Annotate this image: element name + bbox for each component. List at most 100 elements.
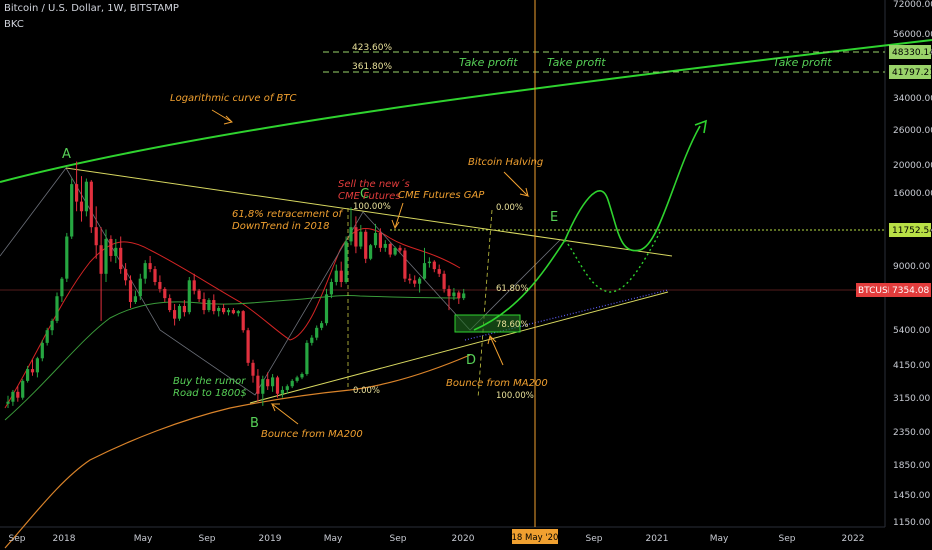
indicator-name: BKC [4, 19, 24, 30]
candle-body [275, 377, 280, 394]
candle [324, 288, 329, 326]
candle-body [55, 296, 59, 321]
candle [437, 264, 441, 278]
candle [413, 275, 417, 288]
candle [418, 277, 422, 293]
candle-body [422, 263, 427, 279]
candle [285, 384, 289, 394]
candle-body [354, 227, 358, 247]
price-marker: 11752.54 [889, 223, 932, 237]
candle-body [212, 300, 216, 312]
current-price-bg [889, 283, 931, 297]
candle-body [462, 293, 466, 299]
candle [241, 310, 245, 333]
pattern-point-e: E [550, 210, 558, 225]
candle-body [158, 281, 162, 289]
candle-body [11, 391, 15, 402]
projection-solid-path [473, 125, 701, 331]
candle-body [104, 238, 108, 274]
pattern-point-d: D [466, 353, 476, 368]
candle-body [403, 250, 407, 279]
annotation-text: Logarithmic curve of BTC [170, 93, 296, 104]
candle-body [285, 386, 289, 390]
y-tick-label: 5400.00 [893, 326, 930, 336]
y-tick-label: 34000.00 [893, 94, 932, 104]
x-axis: Sep 2018 May Sep 2019 May Sep 2020 18 May '20 Sep… [9, 529, 864, 544]
projection-arrowhead [694, 119, 708, 134]
x-tick-label: Sep [586, 534, 603, 544]
annotation-text: Take profit [459, 56, 518, 69]
price-marker-label: 41797.21 [892, 68, 932, 78]
fib-786-label: 78.60% [496, 320, 528, 330]
candle [442, 270, 446, 293]
candle-body [226, 310, 231, 313]
triangle-upper-line [65, 167, 673, 257]
candle-body [344, 241, 348, 282]
candle-body [305, 342, 309, 375]
candle-body [310, 337, 314, 343]
candle-body [290, 380, 294, 387]
candle-body [241, 311, 245, 331]
candle [212, 294, 216, 315]
candle [432, 260, 436, 273]
candle [163, 287, 167, 302]
fib-423-label: 423.60% [352, 43, 392, 53]
candle-body [168, 298, 172, 311]
candle-body [427, 261, 431, 264]
annotation-text: CME Futures [338, 191, 401, 202]
y-tick-label: 4150.00 [893, 361, 930, 371]
ma200-orange-line [4, 354, 471, 549]
candle-body [300, 374, 304, 378]
y-tick-label: 72000.00 [893, 0, 932, 10]
candle [192, 273, 196, 295]
candle-body [26, 369, 30, 381]
annotation-text: Bounce from MA200 [446, 378, 548, 389]
candle [462, 288, 466, 301]
candle [408, 273, 412, 284]
annotation-text: Take profit [547, 56, 606, 69]
candle-body [334, 270, 338, 282]
projection-dotted-path [564, 231, 661, 293]
candle [89, 180, 93, 233]
candle-body [295, 377, 299, 381]
annotation-text: Buy the rumor [173, 376, 246, 387]
candle [427, 257, 431, 268]
candle [148, 255, 152, 273]
x-tick-label: 2019 [259, 534, 282, 544]
candle-body [94, 227, 98, 246]
candle-body [192, 280, 196, 291]
candle [373, 223, 378, 248]
candle [447, 285, 451, 311]
candle [153, 266, 157, 286]
pattern-point-b: B [250, 416, 259, 431]
candle [290, 379, 294, 389]
label-layer: 423.60% 361.80% 0.00% 61.80% 78.60% 100.00% 10… [62, 43, 832, 440]
x-tick-label: May [324, 534, 343, 544]
x-tick-label: May [710, 534, 729, 544]
candle [305, 340, 309, 376]
candle-body [359, 231, 363, 247]
candle-body [320, 323, 324, 328]
fib-0-label: 0.00% [496, 203, 523, 213]
candle-body [413, 280, 417, 284]
x-tick-label: Sep [199, 534, 216, 544]
candle-body [143, 263, 147, 279]
candle [349, 207, 353, 246]
candle-body [452, 292, 456, 297]
x-date-badge: 18 May '20 [512, 529, 558, 544]
annotation-text: 61,8% retracement of [232, 209, 343, 220]
candle [246, 327, 250, 366]
candle-body [437, 269, 441, 274]
candle-body [418, 278, 422, 284]
price-marker-label: 11752.54 [892, 226, 932, 236]
x-tick-label: Sep [390, 534, 407, 544]
candle [6, 395, 10, 408]
candle-body [128, 280, 133, 302]
candle-body [246, 330, 250, 363]
candle-body [21, 380, 25, 398]
candle-body [383, 243, 387, 248]
candle [266, 372, 270, 390]
